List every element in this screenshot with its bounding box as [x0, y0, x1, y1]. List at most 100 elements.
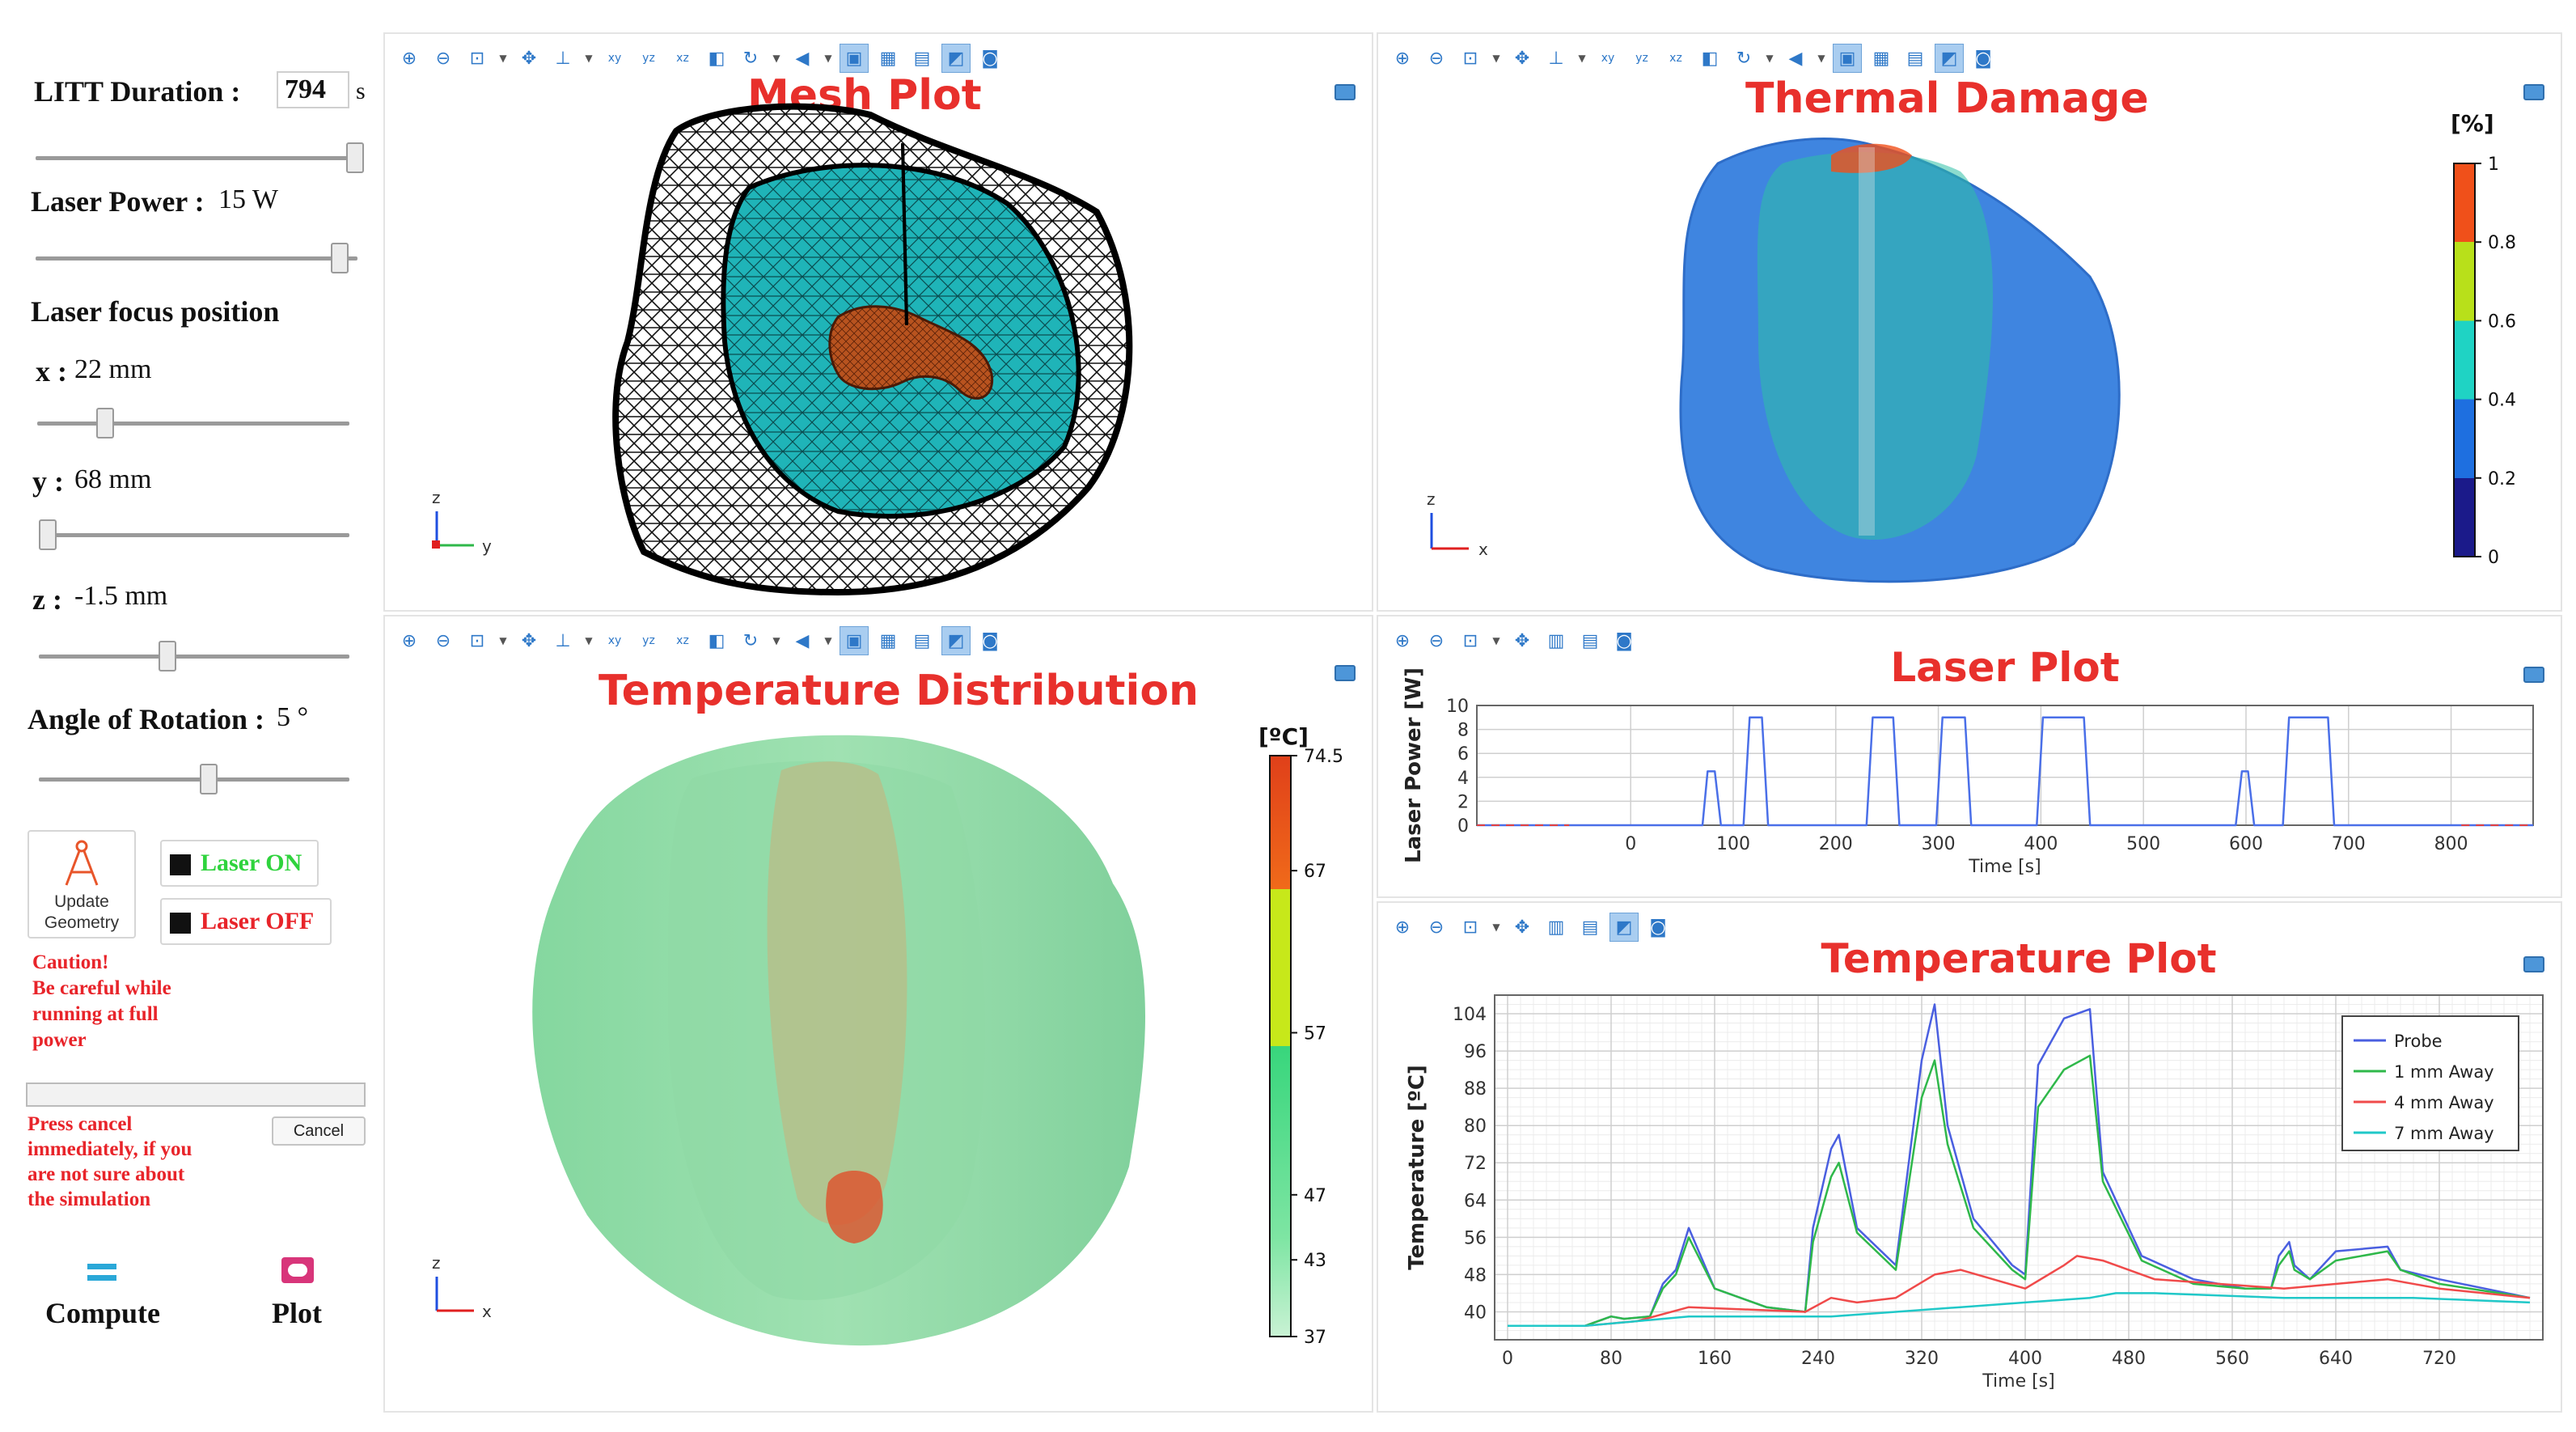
zoom-out-icon[interactable]: ⊖	[435, 48, 451, 69]
chevron-down-icon[interactable]: ▼	[1492, 921, 1500, 933]
zoom-extents-icon[interactable]: ✥	[1514, 917, 1530, 938]
cancel-button[interactable]: Cancel	[272, 1116, 366, 1146]
compute-button[interactable]: Compute	[32, 1251, 178, 1340]
grid-icon[interactable]: ▤	[913, 48, 931, 69]
zoom-in-icon[interactable]: ⊕	[1394, 917, 1411, 938]
chevron-down-icon[interactable]: ▼	[1817, 53, 1825, 64]
grid-icon[interactable]: ▥	[1547, 917, 1565, 938]
laser-plot-chart[interactable]: Laser Plot 0 100 200 300 400 500 600 700 800 0 2 4 6 8…	[1378, 616, 2562, 898]
chevron-down-icon[interactable]: ▼	[1492, 53, 1500, 64]
light-icon[interactable]: ◀	[795, 48, 810, 69]
z-slider[interactable]	[39, 639, 349, 675]
mesh-plot-view[interactable]: z y	[385, 34, 1373, 612]
wireframe-icon[interactable]: ▦	[879, 48, 897, 69]
transparency-icon[interactable]: ▣	[840, 44, 869, 73]
zoom-extents-icon[interactable]: ✥	[1514, 630, 1530, 651]
zoom-out-icon[interactable]: ⊖	[1428, 917, 1445, 938]
thermal-damage-view[interactable]: z x [%] 1 0.8 0.6 0.4 0.2 0	[1378, 34, 2562, 612]
yz-view-icon[interactable]: yz	[1635, 52, 1648, 65]
xy-view-icon[interactable]: xy	[607, 52, 622, 65]
zoom-in-icon[interactable]: ⊕	[401, 630, 417, 651]
zoom-in-icon[interactable]: ⊕	[1394, 48, 1411, 69]
xz-view-icon[interactable]: xz	[676, 634, 689, 647]
grid-icon[interactable]: ▥	[1547, 630, 1565, 651]
wireframe-icon[interactable]: ▦	[1872, 48, 1890, 69]
duration-slider-thumb[interactable]	[346, 142, 364, 173]
export-icon[interactable]	[1335, 84, 1356, 100]
axis-view-icon[interactable]: ⊥	[1548, 48, 1564, 69]
xy-view-icon[interactable]: xy	[607, 634, 622, 647]
chevron-down-icon[interactable]: ▼	[772, 53, 780, 64]
chevron-down-icon[interactable]: ▼	[499, 635, 507, 646]
zoom-extents-icon[interactable]: ✥	[1514, 48, 1530, 69]
zoom-box-icon[interactable]: ⊡	[1462, 630, 1478, 651]
rotate-icon[interactable]: ↻	[1736, 48, 1752, 69]
screenshot-icon[interactable]: ◙	[981, 630, 999, 651]
camera-view-icon[interactable]: ◧	[708, 630, 725, 651]
scene-light-icon[interactable]: ◩	[1935, 44, 1964, 73]
wireframe-icon[interactable]: ▦	[879, 630, 897, 651]
screenshot-icon[interactable]: ◙	[981, 48, 999, 69]
zoom-box-icon[interactable]: ⊡	[469, 630, 485, 651]
zoom-in-icon[interactable]: ⊕	[1394, 630, 1411, 651]
zoom-out-icon[interactable]: ⊖	[1428, 630, 1445, 651]
chevron-down-icon[interactable]: ▼	[824, 635, 832, 646]
zoom-out-icon[interactable]: ⊖	[1428, 48, 1445, 69]
export-icon[interactable]	[1335, 665, 1356, 681]
light-icon[interactable]: ◀	[795, 630, 810, 651]
rotate-icon[interactable]: ↻	[742, 48, 759, 69]
laser-off-indicator[interactable]: Laser OFF	[160, 898, 332, 945]
zoom-extents-icon[interactable]: ✥	[521, 48, 537, 69]
scene-light-icon[interactable]: ◩	[941, 626, 971, 655]
zoom-out-icon[interactable]: ⊖	[435, 630, 451, 651]
zoom-box-icon[interactable]: ⊡	[1462, 917, 1478, 938]
xz-view-icon[interactable]: xz	[676, 52, 689, 65]
chevron-down-icon[interactable]: ▼	[499, 53, 507, 64]
power-slider-thumb[interactable]	[331, 243, 349, 273]
duration-slider[interactable]	[36, 141, 364, 176]
legend-icon[interactable]: ▤	[1581, 630, 1599, 651]
xz-view-icon[interactable]: xz	[1669, 52, 1682, 65]
chevron-down-icon[interactable]: ▼	[824, 53, 832, 64]
update-geometry-button[interactable]: Update Geometry	[27, 830, 136, 938]
y-slider-thumb[interactable]	[39, 519, 57, 550]
z-slider-thumb[interactable]	[159, 641, 176, 672]
rotation-slider-thumb[interactable]	[200, 764, 218, 794]
yz-view-icon[interactable]: yz	[642, 52, 655, 65]
temperature-distribution-view[interactable]: z x [ºC] 74.5 67 57 47 43 37	[385, 616, 1373, 1413]
camera-view-icon[interactable]: ◧	[1701, 48, 1719, 69]
xy-view-icon[interactable]: xy	[1601, 52, 1615, 65]
chevron-down-icon[interactable]: ▼	[585, 53, 593, 64]
chevron-down-icon[interactable]: ▼	[772, 635, 780, 646]
export-icon[interactable]	[2523, 956, 2544, 972]
legend-icon[interactable]: ▤	[1581, 917, 1599, 938]
x-slider[interactable]	[37, 406, 349, 442]
screenshot-icon[interactable]: ◙	[1649, 917, 1667, 938]
scene-light-icon[interactable]: ◩	[941, 44, 971, 73]
zoom-box-icon[interactable]: ⊡	[1462, 48, 1478, 69]
camera-view-icon[interactable]: ◧	[708, 48, 725, 69]
screenshot-icon[interactable]: ◙	[1974, 48, 1992, 69]
zoom-extents-icon[interactable]: ✥	[521, 630, 537, 651]
chevron-down-icon[interactable]: ▼	[585, 635, 593, 646]
grid-icon[interactable]: ▤	[1906, 48, 1924, 69]
power-slider[interactable]	[36, 241, 357, 277]
y-slider[interactable]	[39, 518, 349, 553]
export-icon[interactable]	[2523, 84, 2544, 100]
zoom-in-icon[interactable]: ⊕	[401, 48, 417, 69]
transparency-icon[interactable]: ▣	[1833, 44, 1862, 73]
plot-button[interactable]: Plot	[257, 1251, 354, 1340]
chevron-down-icon[interactable]: ▼	[1492, 635, 1500, 646]
rotate-icon[interactable]: ↻	[742, 630, 759, 651]
log-scale-icon[interactable]: ◩	[1609, 913, 1639, 942]
zoom-box-icon[interactable]: ⊡	[469, 48, 485, 69]
x-slider-thumb[interactable]	[96, 408, 114, 438]
rotation-slider[interactable]	[39, 762, 349, 798]
axis-view-icon[interactable]: ⊥	[555, 630, 571, 651]
export-icon[interactable]	[2523, 667, 2544, 683]
yz-view-icon[interactable]: yz	[642, 634, 655, 647]
transparency-icon[interactable]: ▣	[840, 626, 869, 655]
axis-view-icon[interactable]: ⊥	[555, 48, 571, 69]
screenshot-icon[interactable]: ◙	[1615, 630, 1633, 651]
chevron-down-icon[interactable]: ▼	[1578, 53, 1586, 64]
